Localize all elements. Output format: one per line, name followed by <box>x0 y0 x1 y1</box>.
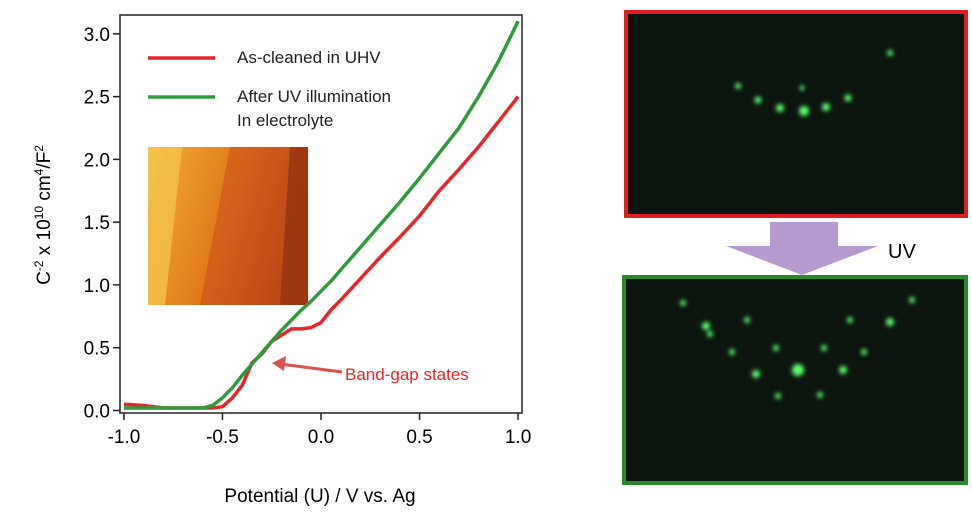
y-tick-label: 0.5 <box>84 339 110 360</box>
y-axis-label-part: C <box>34 271 55 285</box>
chart: UV C-2 x 1010 cm4/F2 Potential (U) / V v… <box>0 0 972 512</box>
y-tick-label: 1.5 <box>84 213 110 234</box>
annotation: Band-gap states <box>345 365 469 384</box>
x-tick-label: -0.5 <box>206 427 239 448</box>
leed-before <box>626 12 966 216</box>
figure: UV C-2 x 1010 cm4/F2 Potential (U) / V v… <box>0 0 972 512</box>
y-tick-label: 1.0 <box>84 276 110 297</box>
y-axis-label-part: -2 <box>32 260 46 271</box>
uv-arrow <box>726 222 878 275</box>
y-axis-label-part: 10 <box>32 206 46 220</box>
y-tick-label: 0.0 <box>84 401 110 422</box>
x-tick-label: -1.0 <box>108 427 141 448</box>
annotation-arrowhead <box>272 356 286 371</box>
x-axis-label: Potential (U) / V vs. Ag <box>224 486 415 507</box>
y-axis-label: C-2 x 1010 cm4/F2 <box>32 145 55 285</box>
x-tick-label: 0.0 <box>308 427 334 448</box>
x-tick-label: 1.0 <box>505 427 531 448</box>
y-axis-label-part: 2 <box>32 145 46 152</box>
x-tick-label: 0.5 <box>406 427 432 448</box>
y-tick-label: 2.5 <box>84 88 110 109</box>
y-tick-label: 2.0 <box>84 150 110 171</box>
y-axis-label-part: /F <box>34 152 55 169</box>
leed-after <box>624 277 966 483</box>
y-axis-label-part: x 10 <box>34 219 55 260</box>
legend-label: As-cleaned in UHV <box>237 46 381 70</box>
stm-inset <box>148 147 308 305</box>
annotation-arrow <box>280 364 342 372</box>
uv-label: UV <box>888 241 916 263</box>
legend-label: After UV illumination In electrolyte <box>237 85 391 133</box>
y-tick-label: 3.0 <box>84 25 110 46</box>
y-axis-label-part: cm <box>34 175 55 206</box>
